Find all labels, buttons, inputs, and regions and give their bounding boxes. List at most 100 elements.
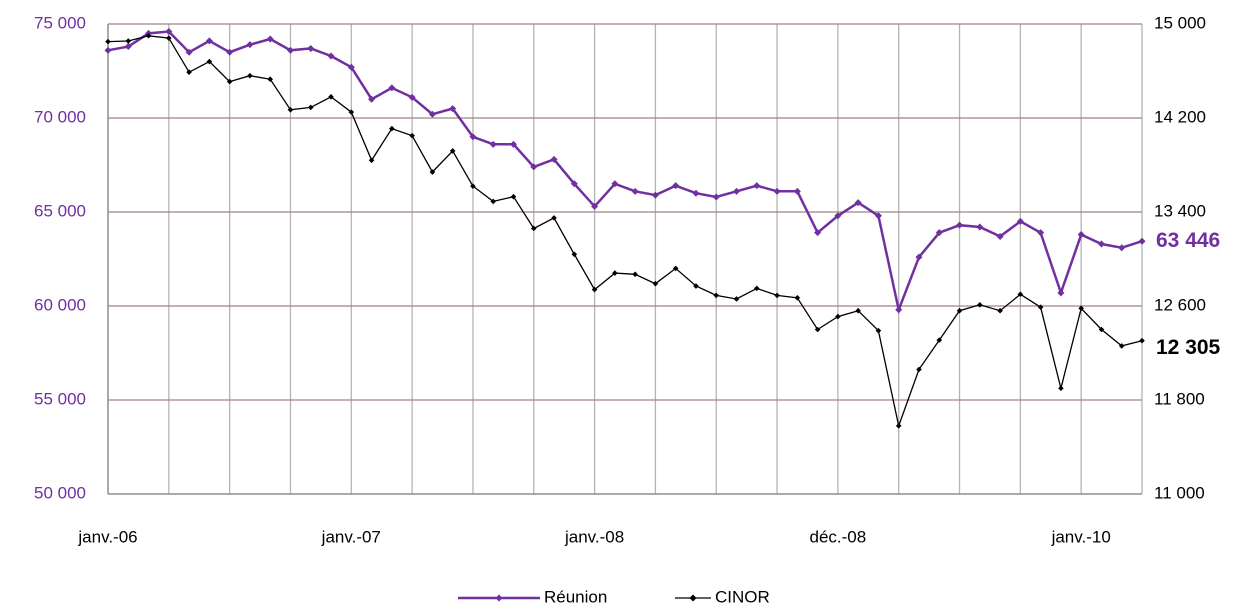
y2-tick-label: 11 800 xyxy=(1154,389,1205,408)
point-marker xyxy=(145,32,152,39)
point-marker xyxy=(672,265,679,272)
point-marker xyxy=(185,48,193,56)
series-line xyxy=(107,35,1143,429)
x-tick-label: janv.-08 xyxy=(564,527,624,546)
point-marker xyxy=(1057,289,1065,297)
point-marker xyxy=(267,76,273,83)
point-marker xyxy=(713,292,720,299)
point-marker xyxy=(247,72,253,79)
point-marker xyxy=(855,307,861,314)
point-marker xyxy=(429,169,436,175)
end-value-label: 63 446 xyxy=(1156,229,1220,252)
point-marker xyxy=(206,58,213,65)
point-marker xyxy=(794,294,801,301)
point-marker xyxy=(449,148,456,154)
point-marker xyxy=(935,229,943,237)
point-marker xyxy=(409,132,415,139)
point-marker xyxy=(166,35,172,41)
y2-tick-label: 11 000 xyxy=(1154,483,1205,502)
point-marker xyxy=(814,229,822,237)
x-tick-label: déc.-08 xyxy=(810,527,867,546)
legend-marker xyxy=(495,594,503,602)
point-marker xyxy=(104,46,112,54)
point-marker xyxy=(692,189,700,197)
point-marker xyxy=(875,327,882,334)
point-marker xyxy=(916,366,922,373)
y-tick-label: 65 000 xyxy=(34,201,86,220)
y-tick-label: 70 000 xyxy=(34,107,86,126)
point-marker xyxy=(408,93,416,101)
legend-marker xyxy=(689,594,697,602)
point-marker xyxy=(124,43,132,51)
point-marker xyxy=(1097,240,1105,248)
point-marker xyxy=(186,69,192,75)
point-marker xyxy=(997,307,1003,314)
point-marker xyxy=(773,187,781,195)
point-marker xyxy=(631,187,639,195)
y2-tick-label: 12 600 xyxy=(1154,295,1206,314)
point-marker xyxy=(509,140,517,148)
point-marker xyxy=(1058,385,1064,392)
point-marker xyxy=(1016,217,1024,225)
point-marker xyxy=(895,423,902,429)
point-marker xyxy=(368,157,375,164)
point-marker xyxy=(1138,237,1146,245)
point-marker xyxy=(936,337,943,343)
point-marker xyxy=(348,109,355,115)
point-marker xyxy=(550,155,558,163)
x-tick-label: janv.-06 xyxy=(77,527,137,546)
point-marker xyxy=(611,180,619,188)
y-tick-label: 55 000 xyxy=(34,389,86,408)
legend-label: Réunion xyxy=(544,587,607,606)
point-marker xyxy=(591,202,599,210)
point-marker xyxy=(1118,244,1126,252)
point-marker xyxy=(246,41,254,49)
point-marker xyxy=(996,232,1004,240)
point-marker xyxy=(368,95,376,103)
point-marker xyxy=(1098,326,1105,333)
point-marker xyxy=(226,48,234,56)
point-marker xyxy=(976,223,984,231)
point-marker xyxy=(205,37,213,45)
point-marker xyxy=(510,193,517,200)
point-marker xyxy=(733,296,740,302)
point-marker xyxy=(835,313,841,320)
series-line xyxy=(107,30,1143,315)
point-marker xyxy=(449,105,457,113)
point-marker xyxy=(895,306,903,314)
legend-label: CINOR xyxy=(715,587,770,606)
y-tick-label: 60 000 xyxy=(34,295,86,314)
x-tick-label: janv.-07 xyxy=(321,527,381,546)
point-marker xyxy=(327,52,335,60)
point-marker xyxy=(1139,337,1145,344)
point-marker xyxy=(307,44,315,52)
point-marker xyxy=(328,94,334,100)
point-marker xyxy=(651,191,659,199)
point-marker xyxy=(834,212,842,220)
y2-tick-label: 14 200 xyxy=(1154,107,1206,126)
point-marker xyxy=(570,180,578,188)
point-marker xyxy=(1037,229,1045,237)
point-marker xyxy=(530,225,537,232)
point-marker xyxy=(1077,231,1085,239)
point-marker xyxy=(1078,305,1084,312)
point-marker xyxy=(652,280,659,287)
point-marker xyxy=(977,302,983,308)
point-marker xyxy=(287,106,294,113)
point-marker xyxy=(530,163,538,171)
point-marker xyxy=(286,46,294,54)
point-marker xyxy=(347,63,355,71)
end-value-label: 12 305 xyxy=(1156,336,1221,359)
point-marker xyxy=(814,326,821,333)
y2-tick-label: 15 000 xyxy=(1154,13,1206,32)
point-marker xyxy=(571,251,578,258)
point-marker xyxy=(753,285,760,292)
point-marker xyxy=(165,28,173,36)
point-marker xyxy=(915,253,923,261)
point-marker xyxy=(388,84,396,92)
point-marker xyxy=(307,104,314,111)
point-marker xyxy=(469,133,477,141)
point-marker xyxy=(428,110,436,118)
point-marker xyxy=(774,292,780,299)
